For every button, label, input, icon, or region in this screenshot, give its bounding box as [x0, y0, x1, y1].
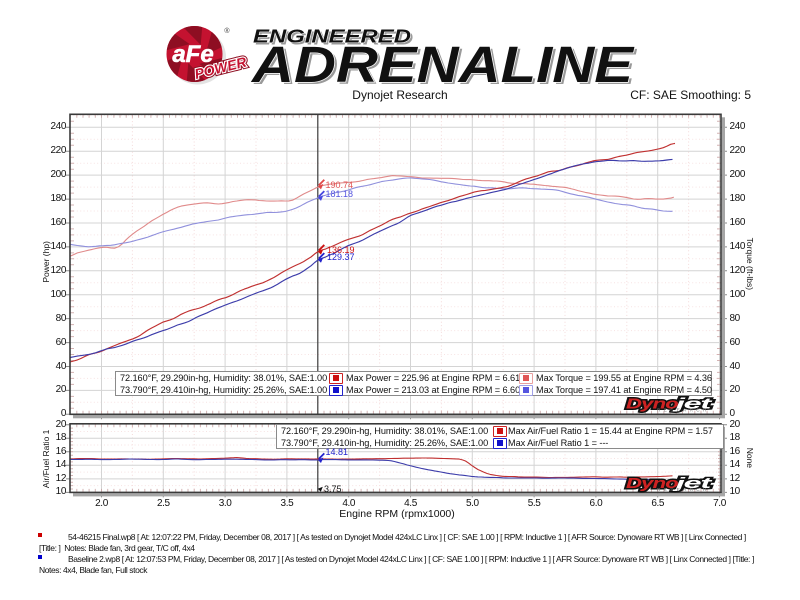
svg-text:jet: jet — [672, 397, 714, 413]
svg-text:Dyno: Dyno — [626, 476, 679, 492]
svg-text:aFe: aFe — [172, 41, 213, 68]
svg-text:Dyno: Dyno — [626, 397, 679, 413]
svg-text:®: ® — [224, 27, 230, 35]
svg-text:jet: jet — [672, 476, 714, 492]
svg-text:ENGINEERED: ENGINEERED — [255, 27, 413, 48]
svg-text:Dyno: Dyno — [626, 476, 679, 492]
svg-text:RESEARCH: RESEARCH — [657, 487, 710, 492]
svg-text:RESEARCH: RESEARCH — [657, 408, 710, 413]
svg-text:ADRENALINE: ADRENALINE — [252, 38, 638, 95]
svg-text:Dyno: Dyno — [626, 397, 679, 413]
svg-text:ADRENALINE: ADRENALINE — [250, 36, 636, 93]
svg-text:jet: jet — [672, 397, 714, 413]
svg-text:jet: jet — [672, 476, 714, 492]
svg-text:ENGINEERED: ENGINEERED — [253, 26, 411, 47]
